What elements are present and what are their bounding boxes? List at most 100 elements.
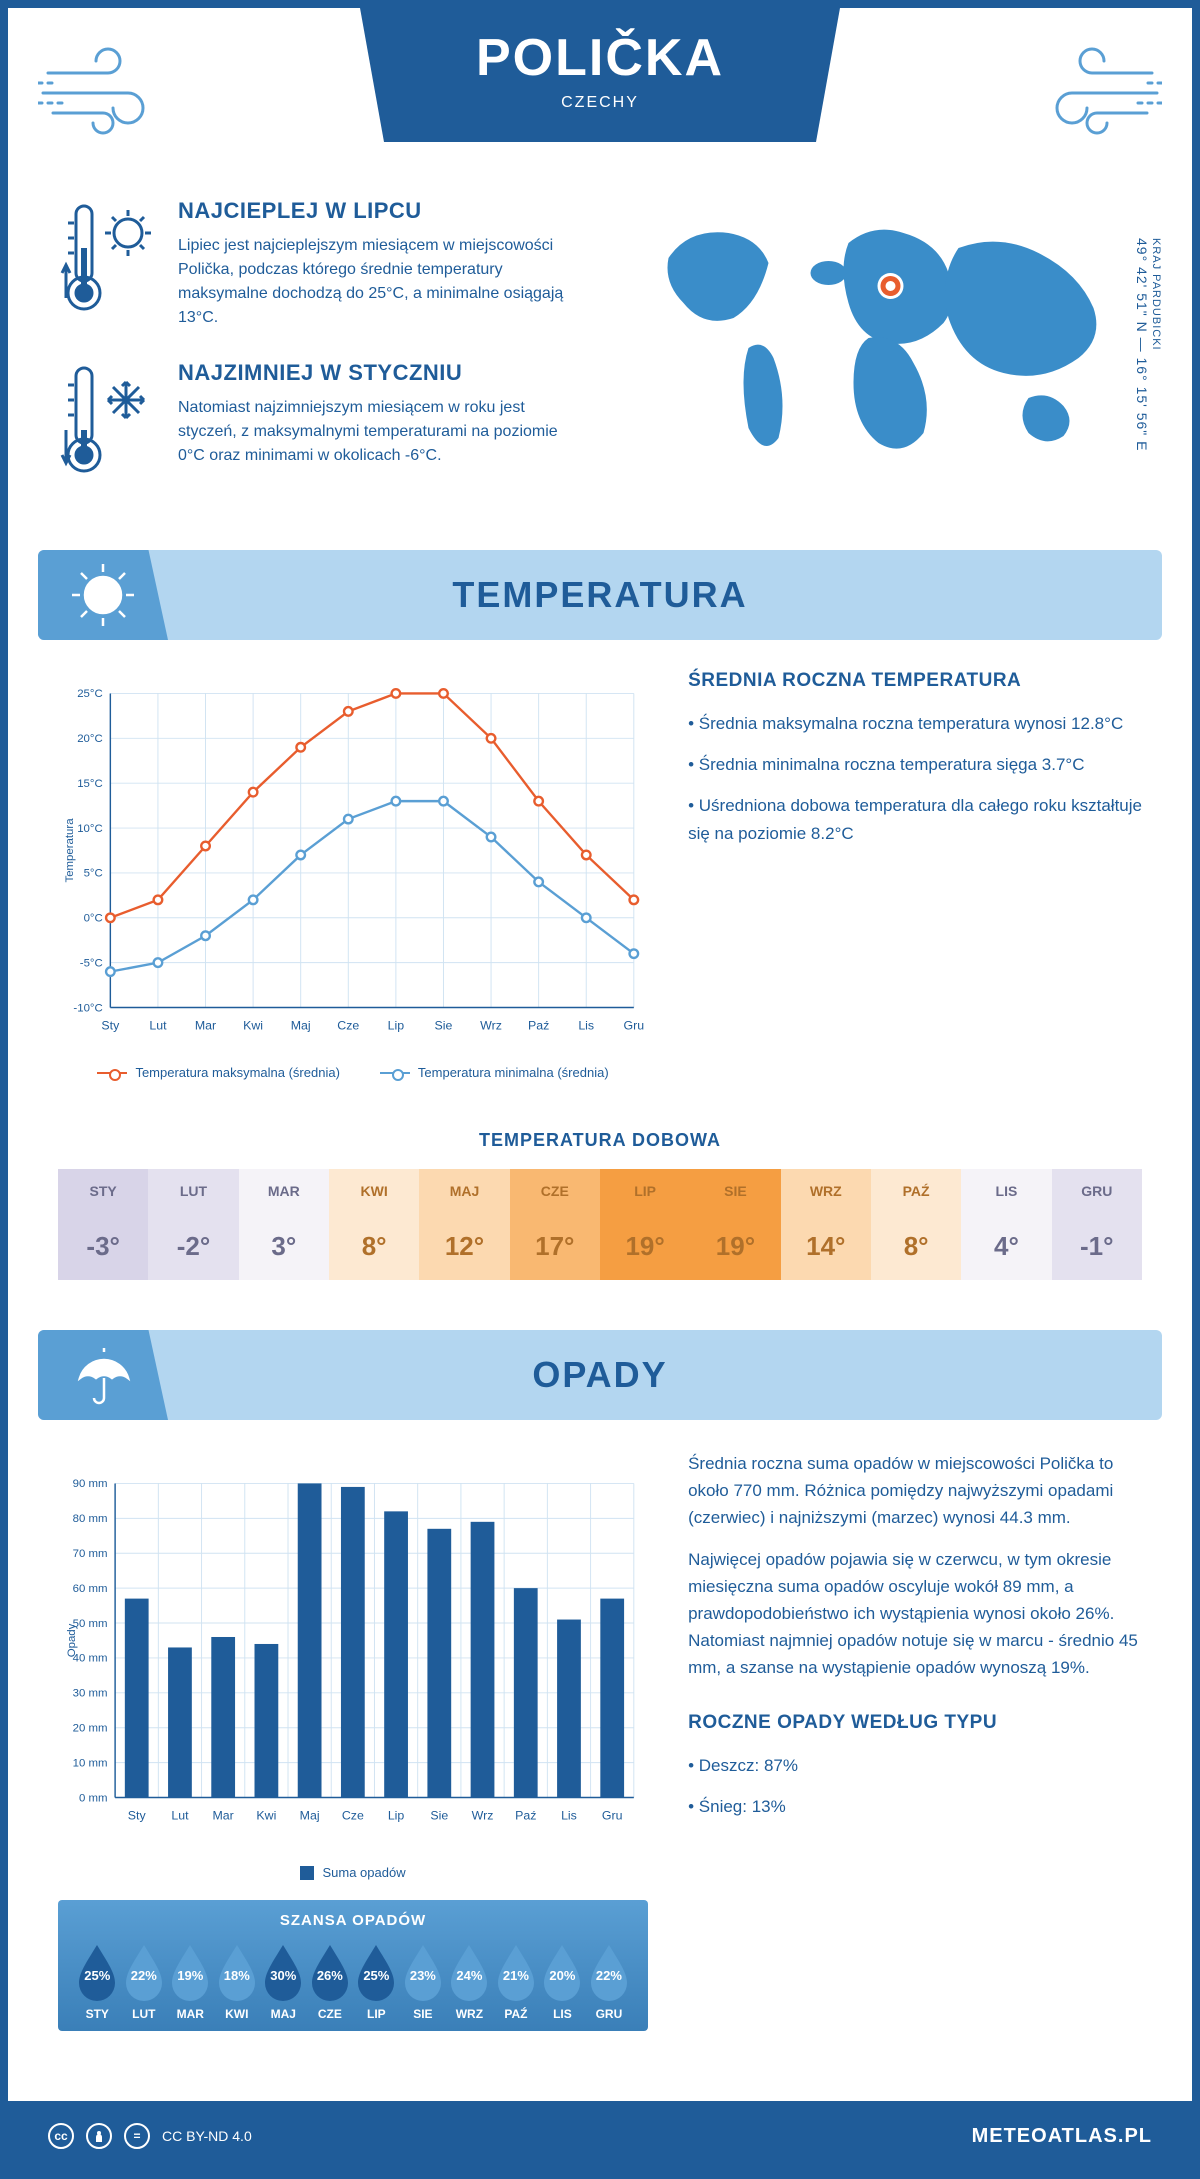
header: POLIČKA CZECHY <box>8 8 1192 188</box>
legend-min: Temperatura minimalna (średnia) <box>380 1065 609 1080</box>
rain-chance-item: 26% CZE <box>307 1941 354 2021</box>
cc-icon: cc <box>48 2123 74 2149</box>
svg-text:Lut: Lut <box>149 1018 167 1032</box>
precip-chart-col: 0 mm10 mm20 mm30 mm40 mm50 mm60 mm70 mm8… <box>58 1450 648 2031</box>
daily-temp-cell: LIP19° <box>600 1169 690 1280</box>
temperature-chart-col: -10°C-5°C0°C5°C10°C15°C20°C25°CStyLutMar… <box>58 670 648 1080</box>
svg-text:Cze: Cze <box>342 1808 364 1822</box>
daily-temp-cell: MAJ12° <box>419 1169 509 1280</box>
summary-bullet: Średnia maksymalna roczna temperatura wy… <box>688 710 1142 737</box>
fact-warmest-body: Lipiec jest najcieplejszym miesiącem w m… <box>178 234 585 330</box>
nd-icon: = <box>124 2123 150 2149</box>
precip-title: OPADY <box>532 1354 667 1396</box>
daily-temp-cell: STY-3° <box>58 1169 148 1280</box>
precip-row: 0 mm10 mm20 mm30 mm40 mm50 mm60 mm70 mm8… <box>8 1420 1192 2061</box>
rain-chance-item: 19% MAR <box>167 1941 214 2021</box>
rain-chance-item: 30% MAJ <box>260 1941 307 2021</box>
svg-text:Wrz: Wrz <box>472 1808 494 1822</box>
rain-chance-item: 20% LIS <box>539 1941 586 2021</box>
daily-temp-title: TEMPERATURA DOBOWA <box>58 1130 1142 1151</box>
footer-site: METEOATLAS.PL <box>972 2125 1152 2148</box>
footer: cc = CC BY-ND 4.0 METEOATLAS.PL <box>8 2101 1192 2171</box>
svg-text:10°C: 10°C <box>77 823 103 835</box>
rain-chance-box: SZANSA OPADÓW 25% STY 22% LUT 19% MAR 18… <box>58 1900 648 2031</box>
daily-temp-cell: MAR3° <box>239 1169 329 1280</box>
precip-section-header: OPADY <box>38 1330 1162 1420</box>
legend-precip: Suma opadów <box>300 1865 405 1880</box>
region-label: KRAJ PARDUBICKI <box>1150 238 1162 445</box>
svg-text:Wrz: Wrz <box>480 1018 502 1032</box>
footer-license: cc = CC BY-ND 4.0 <box>48 2123 252 2149</box>
daily-temp-table: STY-3°LUT-2°MAR3°KWI8°MAJ12°CZE17°LIP19°… <box>58 1169 1142 1280</box>
legend-min-label: Temperatura minimalna (średnia) <box>418 1065 609 1080</box>
svg-text:20°C: 20°C <box>77 733 103 745</box>
svg-text:Kwi: Kwi <box>243 1018 263 1032</box>
svg-text:Kwi: Kwi <box>256 1808 276 1822</box>
rain-chance-title: SZANSA OPADÓW <box>74 1912 632 1929</box>
temperature-title: TEMPERATURA <box>452 574 747 616</box>
fact-coldest: NAJZIMNIEJ W STYCZNIU Natomiast najzimni… <box>58 360 585 480</box>
svg-text:Paź: Paź <box>515 1808 536 1822</box>
svg-text:Mar: Mar <box>213 1808 234 1822</box>
svg-text:Temperatura: Temperatura <box>64 818 76 883</box>
svg-text:Lip: Lip <box>388 1018 405 1032</box>
legend-precip-label: Suma opadów <box>322 1865 405 1880</box>
precip-summary-p2: Najwięcej opadów pojawia się w czerwcu, … <box>688 1546 1142 1682</box>
temperature-line-chart: -10°C-5°C0°C5°C10°C15°C20°C25°CStyLutMar… <box>58 670 648 1050</box>
page: POLIČKA CZECHY NAJCIEPLEJ W LIPCU Lipiec… <box>0 0 1200 2179</box>
fact-coldest-title: NAJZIMNIEJ W STYCZNIU <box>178 360 585 386</box>
fact-warmest: NAJCIEPLEJ W LIPCU Lipiec jest najcieple… <box>58 198 585 330</box>
rain-chance-drops: 25% STY 22% LUT 19% MAR 18% KWI 30% MAJ <box>74 1941 632 2021</box>
daily-temp-cell: LUT-2° <box>148 1169 238 1280</box>
svg-text:0 mm: 0 mm <box>79 1792 108 1804</box>
svg-text:Sie: Sie <box>430 1808 448 1822</box>
daily-temp-section: TEMPERATURA DOBOWA STY-3°LUT-2°MAR3°KWI8… <box>8 1110 1192 1330</box>
intro-facts: NAJCIEPLEJ W LIPCU Lipiec jest najcieple… <box>58 198 585 510</box>
precip-summary-p1: Średnia roczna suma opadów w miejscowośc… <box>688 1450 1142 1532</box>
svg-text:-5°C: -5°C <box>80 957 103 969</box>
svg-text:25°C: 25°C <box>77 688 103 700</box>
fact-coldest-body: Natomiast najzimniejszym miesiącem w rok… <box>178 396 585 468</box>
svg-text:90 mm: 90 mm <box>73 1478 108 1490</box>
rain-chance-item: 21% PAŹ <box>493 1941 540 2021</box>
svg-text:Lis: Lis <box>578 1018 594 1032</box>
temperature-summary-title: ŚREDNIA ROCZNA TEMPERATURA <box>688 670 1142 692</box>
coords-label: KRAJ PARDUBICKI 49° 42' 51" N — 16° 15' … <box>1134 238 1162 451</box>
temperature-section-header: TEMPERATURA <box>38 550 1162 640</box>
fact-warmest-title: NAJCIEPLEJ W LIPCU <box>178 198 585 224</box>
daily-temp-cell: GRU-1° <box>1052 1169 1142 1280</box>
precip-bar-chart: 0 mm10 mm20 mm30 mm40 mm50 mm60 mm70 mm8… <box>58 1450 648 1850</box>
svg-text:60 mm: 60 mm <box>73 1583 108 1595</box>
wind-deco-left-icon <box>38 38 178 138</box>
svg-text:-10°C: -10°C <box>73 1002 102 1014</box>
fact-coldest-text: NAJZIMNIEJ W STYCZNIU Natomiast najzimni… <box>178 360 585 480</box>
svg-text:5°C: 5°C <box>84 868 103 880</box>
svg-text:70 mm: 70 mm <box>73 1548 108 1560</box>
daily-temp-cell: WRZ14° <box>781 1169 871 1280</box>
legend-max-label: Temperatura maksymalna (średnia) <box>135 1065 339 1080</box>
rain-chance-item: 22% GRU <box>586 1941 633 2021</box>
svg-text:Sie: Sie <box>435 1018 453 1032</box>
svg-text:15°C: 15°C <box>77 778 103 790</box>
svg-text:Cze: Cze <box>337 1018 359 1032</box>
sun-icon <box>38 550 168 640</box>
summary-bullet: Średnia minimalna roczna temperatura się… <box>688 751 1142 778</box>
svg-text:20 mm: 20 mm <box>73 1723 108 1735</box>
rain-chance-item: 25% LIP <box>353 1941 400 2021</box>
type-bullet: Śnieg: 13% <box>688 1793 1142 1820</box>
temperature-row: -10°C-5°C0°C5°C10°C15°C20°C25°CStyLutMar… <box>8 640 1192 1110</box>
svg-text:Maj: Maj <box>300 1808 320 1822</box>
daily-temp-cell: LIS4° <box>961 1169 1051 1280</box>
svg-text:Paź: Paź <box>528 1018 549 1032</box>
by-icon <box>86 2123 112 2149</box>
location-title: POLIČKA <box>440 28 760 88</box>
temperature-summary: ŚREDNIA ROCZNA TEMPERATURA Średnia maksy… <box>688 670 1142 1080</box>
svg-text:Sty: Sty <box>101 1018 120 1032</box>
world-map-icon <box>615 198 1142 478</box>
rain-chance-item: 24% WRZ <box>446 1941 493 2021</box>
svg-text:Lis: Lis <box>561 1808 577 1822</box>
thermometer-snow-icon <box>58 360 158 480</box>
rain-chance-item: 18% KWI <box>214 1941 261 2021</box>
svg-text:Lut: Lut <box>171 1808 189 1822</box>
daily-temp-cell: PAŹ8° <box>871 1169 961 1280</box>
